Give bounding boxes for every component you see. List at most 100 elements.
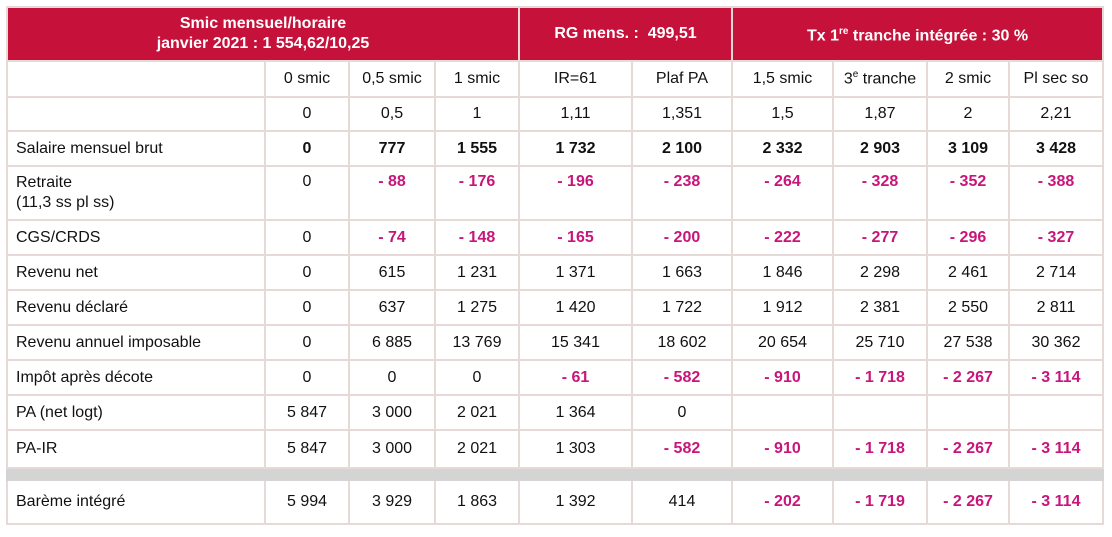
- value-cell: 1 722: [631, 289, 733, 326]
- value-cell: 0: [264, 359, 350, 396]
- value-cell: - 3 114: [1008, 479, 1104, 525]
- value-cell: - 196: [518, 165, 633, 221]
- ratio-cell: 0,5: [348, 96, 436, 132]
- tx-header-suffix: tranche intégrée : 30 %: [848, 27, 1029, 45]
- value-cell: - 352: [926, 165, 1010, 221]
- value-cell: 1 275: [434, 289, 520, 326]
- value-cell: 0: [434, 359, 520, 396]
- value-cell: 0: [631, 394, 733, 431]
- value-cell: 0: [348, 359, 436, 396]
- column-header: IR=61: [518, 60, 633, 98]
- rg-header-cell: RG mens. : 499,51: [518, 6, 733, 62]
- ratio-cell: 1,87: [832, 96, 928, 132]
- value-cell: 6 885: [348, 324, 436, 361]
- column-header: 2 smic: [926, 60, 1010, 98]
- value-cell: 2 332: [731, 130, 834, 167]
- value-cell: - 176: [434, 165, 520, 221]
- column-header: 1 smic: [434, 60, 520, 98]
- tx-header-cell: Tx 1re tranche intégrée : 30 %: [731, 6, 1104, 62]
- value-cell: 20 654: [731, 324, 834, 361]
- value-cell: [832, 394, 928, 431]
- value-cell: 0: [264, 254, 350, 291]
- value-cell: - 1 718: [832, 359, 928, 396]
- value-cell: [926, 394, 1010, 431]
- value-cell: - 910: [731, 429, 834, 469]
- value-cell: - 582: [631, 429, 733, 469]
- tx-header-prefix: Tx 1: [806, 27, 839, 45]
- value-cell: 1 555: [434, 130, 520, 167]
- row-label: Revenu annuel imposable: [6, 324, 266, 361]
- value-cell: 3 929: [348, 479, 436, 525]
- ratio-row: 0 0,5 1 1,11 1,351 1,5 1,87 2 2,21: [6, 96, 1104, 132]
- value-cell: - 202: [731, 479, 834, 525]
- value-cell: 0: [264, 165, 350, 221]
- row-label: PA (net logt): [6, 394, 266, 431]
- value-cell: - 88: [348, 165, 436, 221]
- separator-bar: [6, 467, 1104, 481]
- ratio-cell: 1,11: [518, 96, 633, 132]
- value-cell: 1 846: [731, 254, 834, 291]
- value-cell: - 148: [434, 219, 520, 256]
- value-cell: 1 663: [631, 254, 733, 291]
- value-cell: 2 381: [832, 289, 928, 326]
- row-label: Retraite (11,3 ss pl ss): [6, 165, 266, 221]
- empty-cell: [6, 60, 266, 98]
- ratio-cell: 1: [434, 96, 520, 132]
- value-cell: 13 769: [434, 324, 520, 361]
- value-cell: 1 912: [731, 289, 834, 326]
- value-cell: 27 538: [926, 324, 1010, 361]
- value-cell: - 264: [731, 165, 834, 221]
- value-cell: - 200: [631, 219, 733, 256]
- value-cell: - 582: [631, 359, 733, 396]
- column-header-3e-number: 3: [843, 70, 853, 88]
- value-cell: 1 231: [434, 254, 520, 291]
- value-cell: - 74: [348, 219, 436, 256]
- value-cell: - 2 267: [926, 479, 1010, 525]
- column-header-3e-tranche: 3e tranche: [832, 60, 928, 98]
- value-cell: 3 109: [926, 130, 1010, 167]
- value-cell: 15 341: [518, 324, 633, 361]
- value-cell: 777: [348, 130, 436, 167]
- value-cell: - 328: [832, 165, 928, 221]
- value-cell: 5 847: [264, 429, 350, 469]
- value-cell: 2 903: [832, 130, 928, 167]
- ratio-cell: 2: [926, 96, 1010, 132]
- value-cell: - 3 114: [1008, 429, 1104, 469]
- value-cell: - 910: [731, 359, 834, 396]
- value-cell: 1 863: [434, 479, 520, 525]
- value-cell: 1 420: [518, 289, 633, 326]
- value-cell: 3 000: [348, 429, 436, 469]
- value-cell: 1 392: [518, 479, 633, 525]
- column-header: 1,5 smic: [731, 60, 834, 98]
- value-cell: 2 550: [926, 289, 1010, 326]
- value-cell: - 2 267: [926, 429, 1010, 469]
- smic-header-line1: Smic mensuel/horaire: [179, 15, 347, 32]
- value-cell: 1 371: [518, 254, 633, 291]
- value-cell: 2 298: [832, 254, 928, 291]
- value-cell: 2 714: [1008, 254, 1104, 291]
- row-label: Revenu déclaré: [6, 289, 266, 326]
- header-row: Smic mensuel/horaire janvier 2021 : 1 55…: [6, 6, 1104, 62]
- value-cell: 1 732: [518, 130, 633, 167]
- value-cell: 0: [264, 130, 350, 167]
- value-cell: - 1 719: [832, 479, 928, 525]
- smic-table: Smic mensuel/horaire janvier 2021 : 1 55…: [6, 6, 1104, 525]
- value-cell: 2 100: [631, 130, 733, 167]
- column-header: 0,5 smic: [348, 60, 436, 98]
- value-cell: 1 364: [518, 394, 633, 431]
- ratio-cell: 1,5: [731, 96, 834, 132]
- value-cell: 30 362: [1008, 324, 1104, 361]
- tx-header-sup: re: [838, 25, 849, 37]
- row-label: Salaire mensuel brut: [6, 130, 266, 167]
- value-cell: 2 461: [926, 254, 1010, 291]
- value-cell: - 1 718: [832, 429, 928, 469]
- column-header: 0 smic: [264, 60, 350, 98]
- value-cell: - 222: [731, 219, 834, 256]
- value-cell: - 238: [631, 165, 733, 221]
- value-cell: 3 428: [1008, 130, 1104, 167]
- column-header: Plaf PA: [631, 60, 733, 98]
- value-cell: [1008, 394, 1104, 431]
- value-cell: - 277: [832, 219, 928, 256]
- value-cell: 615: [348, 254, 436, 291]
- value-cell: 0: [264, 289, 350, 326]
